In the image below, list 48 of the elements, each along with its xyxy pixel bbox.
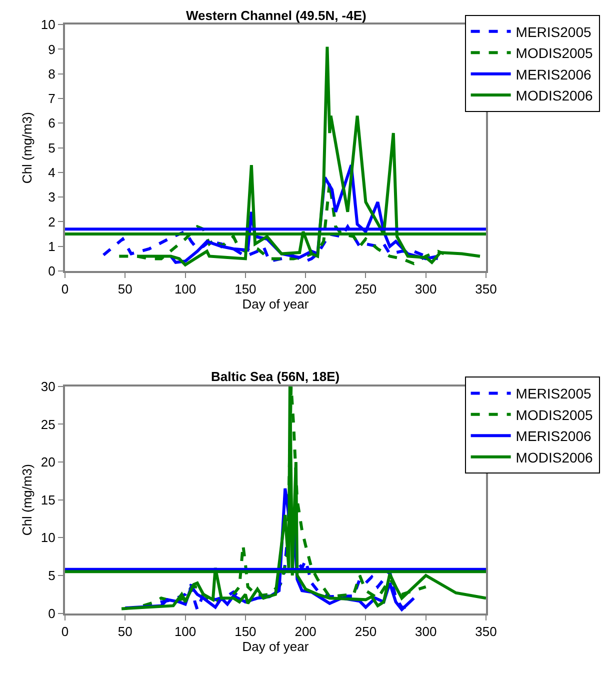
legend-label: MODIS2006 — [516, 87, 594, 104]
x-tick-label: 350 — [475, 282, 497, 297]
y-tick-label: 0 — [48, 264, 56, 279]
y-tick-label: 15 — [40, 492, 56, 508]
x-tick-label: 50 — [118, 624, 132, 639]
x-axis-title: Day of year — [242, 296, 310, 312]
y-tick-label: 5 — [48, 140, 56, 156]
x-tick-label: 0 — [61, 282, 69, 297]
x-axis-title: Day of year — [242, 638, 310, 654]
legend-label: MODIS2006 — [516, 449, 594, 466]
x-tick-label: 150 — [234, 624, 256, 639]
y-axis-title: Chl (mg/m3) — [19, 464, 34, 536]
x-tick-label: 0 — [61, 624, 69, 639]
y-tick-label: 0 — [48, 606, 56, 621]
y-tick-label: 6 — [48, 116, 56, 131]
y-tick-label: 8 — [48, 66, 56, 82]
x-tick-label: 250 — [354, 624, 377, 639]
legend-label: MODIS2005 — [516, 406, 594, 423]
x-tick-label: 50 — [118, 282, 132, 297]
x-tick-label: 100 — [174, 282, 196, 297]
y-tick-label: 10 — [40, 530, 56, 546]
legend-label: MODIS2005 — [516, 45, 594, 62]
y-tick-label: 9 — [48, 42, 56, 57]
y-tick-label: 25 — [40, 416, 56, 432]
y-tick-label: 5 — [48, 568, 56, 584]
x-tick-label: 300 — [415, 282, 437, 297]
y-tick-label: 2 — [48, 214, 56, 230]
x-tick-label: 100 — [174, 624, 196, 639]
chart-title: Baltic Sea (56N, 18E) — [211, 369, 340, 384]
legend-label: MERIS2006 — [516, 428, 592, 444]
y-tick-label: 30 — [40, 378, 56, 394]
y-tick-label: 1 — [48, 238, 56, 254]
x-tick-label: 200 — [294, 624, 316, 639]
legend-label: MERIS2006 — [516, 66, 592, 82]
y-tick-label: 7 — [48, 91, 56, 106]
x-tick-label: 250 — [354, 282, 377, 297]
y-tick-label: 10 — [40, 17, 56, 32]
y-tick-label: 3 — [48, 190, 56, 205]
x-tick-label: 200 — [294, 282, 316, 297]
x-tick-label: 150 — [234, 282, 256, 297]
legend-label: MERIS2005 — [516, 24, 592, 40]
y-axis-title: Chl (mg/m3) — [19, 112, 34, 184]
y-tick-label: 4 — [48, 165, 56, 180]
chart-title: Western Channel (49.5N, -4E) — [186, 8, 366, 23]
y-tick-label: 20 — [40, 454, 56, 470]
x-tick-label: 300 — [415, 624, 437, 639]
x-tick-label: 350 — [475, 624, 497, 639]
legend-label: MERIS2005 — [516, 386, 592, 402]
